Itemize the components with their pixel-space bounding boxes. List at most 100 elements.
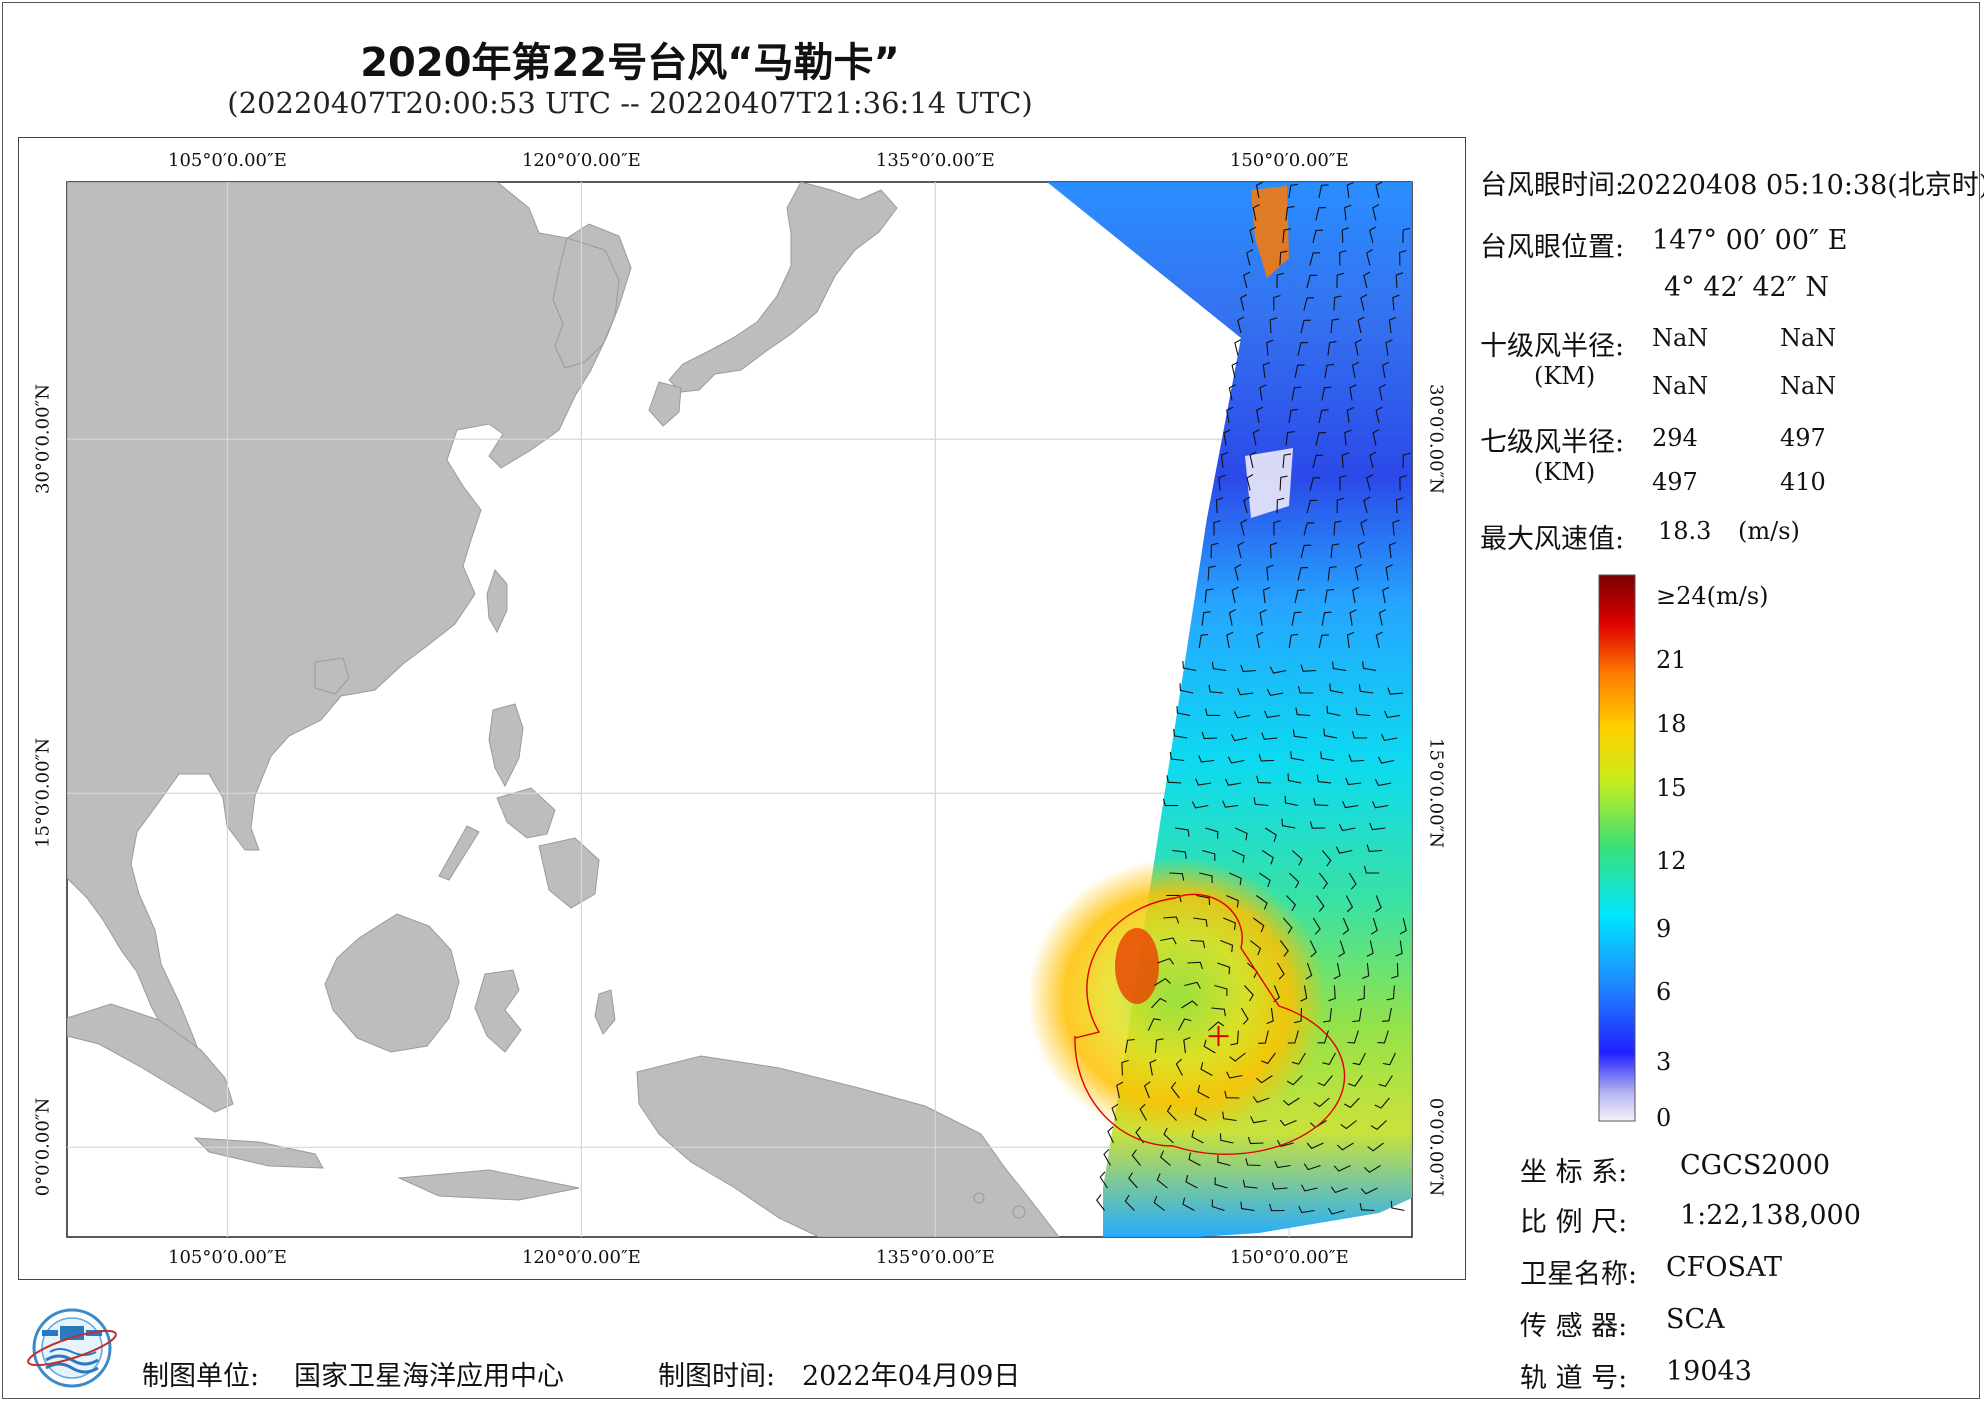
wind-barb bbox=[1288, 633, 1299, 649]
wind-barb bbox=[1198, 755, 1215, 763]
wind-barb bbox=[1205, 827, 1219, 839]
wind-barb bbox=[1261, 732, 1278, 740]
wind-barb bbox=[1149, 1059, 1157, 1076]
colorbar-tick-15: 15 bbox=[1656, 774, 1687, 802]
landmass-sulawesi bbox=[474, 969, 522, 1053]
wind-barb bbox=[1258, 872, 1271, 888]
wind-barb bbox=[1222, 800, 1239, 808]
wind-barb bbox=[1231, 586, 1239, 604]
wind-barb bbox=[1333, 962, 1341, 980]
landmass-borneo bbox=[324, 913, 460, 1053]
wind-barb bbox=[1218, 474, 1226, 491]
footer-unit-value: 国家卫星海洋应用中心 bbox=[294, 1361, 564, 1392]
wind-barb bbox=[1286, 1075, 1303, 1086]
wind-barb bbox=[1359, 1202, 1375, 1212]
wind-barb bbox=[1377, 756, 1395, 764]
wind-barb bbox=[1261, 1052, 1276, 1065]
lon-label-bottom-3: 135°0′0.00″E bbox=[875, 1247, 995, 1268]
wind-barb bbox=[1291, 1052, 1306, 1065]
wind-barb bbox=[1173, 728, 1188, 739]
wind-barb bbox=[1240, 294, 1248, 311]
wind-barb bbox=[1243, 271, 1251, 289]
wind-barb bbox=[1352, 1052, 1366, 1066]
wind-barb bbox=[1159, 1150, 1171, 1166]
wind-barb bbox=[1344, 204, 1352, 221]
wind-barb bbox=[1333, 1165, 1351, 1172]
wind-barb bbox=[1388, 541, 1397, 559]
wind-barb bbox=[1234, 564, 1242, 581]
landmass-island bbox=[1012, 1205, 1026, 1219]
wind-barb bbox=[1253, 797, 1269, 807]
wind-barb bbox=[1339, 475, 1347, 491]
landmass-timor-islands bbox=[397, 1169, 580, 1201]
wind-barb bbox=[1341, 452, 1350, 469]
wind-barb bbox=[1282, 917, 1293, 934]
wind-barb bbox=[1269, 542, 1278, 559]
wind-barb bbox=[1313, 797, 1329, 807]
wind-barb bbox=[1395, 272, 1404, 289]
wind-barb bbox=[1288, 408, 1299, 424]
landmass-palawan bbox=[438, 825, 480, 881]
wind-barb bbox=[1240, 1201, 1255, 1212]
wind-barb bbox=[1351, 361, 1360, 379]
wind-barb bbox=[1315, 432, 1326, 446]
wind-barb bbox=[1382, 1052, 1396, 1066]
wind-barb bbox=[1217, 962, 1231, 975]
wind-barb bbox=[1348, 872, 1357, 890]
wind-barb bbox=[1226, 1071, 1243, 1079]
wind-barb bbox=[1225, 778, 1242, 786]
wind-barb bbox=[1276, 272, 1285, 289]
wind-barb bbox=[1111, 1103, 1119, 1121]
wind-barb bbox=[1355, 707, 1371, 717]
wind-barb bbox=[1300, 544, 1312, 559]
lon-label-bottom-2: 120°0′0.00″E bbox=[521, 1247, 641, 1268]
r10-unit: (KM) bbox=[1534, 362, 1596, 390]
wind-barb bbox=[1203, 1039, 1216, 1054]
wind-barb bbox=[1390, 1200, 1405, 1212]
wind-barb bbox=[1213, 520, 1221, 536]
wind-barb bbox=[1096, 1194, 1105, 1211]
wind-barb bbox=[1366, 844, 1383, 852]
wind-barb bbox=[1326, 705, 1341, 717]
wind-barb bbox=[1312, 917, 1321, 935]
wind-barb bbox=[1231, 361, 1239, 379]
wind-barb bbox=[1242, 1179, 1258, 1189]
wind-barb bbox=[1211, 1199, 1225, 1212]
wind-barb bbox=[1211, 1007, 1226, 1017]
wind-barb bbox=[1276, 1140, 1294, 1148]
crs-value: CGCS2000 bbox=[1680, 1150, 1831, 1181]
wind-barb bbox=[1252, 204, 1260, 221]
landmass-island bbox=[973, 1192, 985, 1204]
wind-barb bbox=[1150, 997, 1167, 1009]
swath-strong-wind-patch bbox=[1251, 186, 1289, 278]
wind-barb bbox=[1219, 1133, 1234, 1144]
wind-barb bbox=[1332, 661, 1347, 672]
wind-barb bbox=[1224, 1090, 1240, 1099]
wind-barb bbox=[1222, 1111, 1237, 1122]
wind-barb bbox=[1227, 756, 1245, 764]
wind-barb bbox=[1306, 274, 1318, 289]
wind-barb bbox=[1336, 497, 1345, 514]
storm-center-marker[interactable] bbox=[1208, 1026, 1229, 1047]
wind-barb bbox=[1188, 1152, 1201, 1166]
wind-barb bbox=[1256, 631, 1264, 649]
r10-label: 十级风半径: bbox=[1480, 331, 1625, 362]
wind-barb bbox=[1399, 250, 1407, 266]
lon-label-top-2: 120°0′0.00″E bbox=[521, 150, 641, 171]
colorbar-tick-9: 9 bbox=[1656, 915, 1672, 943]
wind-barb bbox=[1166, 1104, 1177, 1121]
wind-barb bbox=[1399, 475, 1407, 491]
eye-time-value: 20220408 05:10:38(北京时) bbox=[1620, 170, 1984, 201]
wind-barb bbox=[1346, 182, 1354, 199]
map-canvas[interactable] bbox=[19, 138, 1465, 1279]
wind-barb bbox=[1392, 519, 1400, 536]
wind-barb bbox=[1346, 406, 1355, 424]
wind-barb bbox=[1273, 294, 1281, 311]
wind-barb bbox=[1338, 823, 1356, 832]
wind-barb bbox=[1342, 800, 1359, 809]
landmass-sumatra bbox=[67, 1003, 234, 1113]
wind-barb bbox=[1318, 872, 1328, 890]
wind-barb bbox=[1399, 917, 1407, 935]
wind-barb bbox=[1246, 474, 1254, 491]
wind-barb bbox=[1243, 496, 1251, 514]
